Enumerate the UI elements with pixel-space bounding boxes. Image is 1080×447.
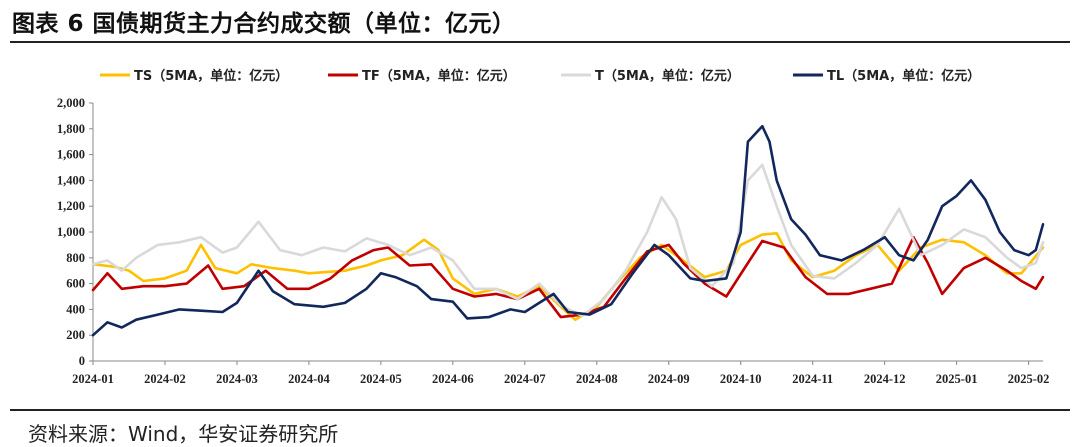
y-tick-label: 800 (66, 251, 85, 265)
x-tick-label: 2024-09 (648, 372, 690, 386)
legend-label-0: TS（5MA，单位：亿元） (134, 68, 288, 84)
x-tick-label: 2024-07 (504, 372, 546, 386)
y-tick-label: 200 (66, 328, 85, 342)
series-line-3 (91, 124, 1045, 337)
x-tick-label: 2024-08 (576, 372, 618, 386)
chart-series (91, 124, 1045, 337)
y-tick-label: 1,800 (57, 122, 85, 136)
x-tick-label: 2024-05 (360, 372, 402, 386)
title-rule (10, 41, 1070, 43)
y-tick-label: 0 (79, 354, 85, 368)
series-line-2 (91, 163, 1045, 318)
x-tick-label: 2024-10 (720, 372, 762, 386)
y-tick-label: 1,200 (57, 199, 85, 213)
y-tick-label: 1,400 (57, 173, 85, 187)
source-note: 资料来源：Wind，华安证券研究所 (28, 422, 339, 446)
x-tick-label: 2024-12 (864, 372, 906, 386)
line-chart: TS（5MA，单位：亿元） TF（5MA，单位：亿元） T（5MA，单位：亿元） TL… (57, 68, 1050, 386)
x-tick-label: 2025-02 (1008, 372, 1050, 386)
legend-label-2: T（5MA，单位：亿元） (595, 68, 740, 84)
legend-label-1: TF（5MA，单位：亿元） (362, 68, 516, 84)
chart-legend: TS（5MA，单位：亿元） TF（5MA，单位：亿元） T（5MA，单位：亿元） TL… (100, 68, 980, 84)
x-tick-label: 2024-04 (288, 372, 330, 386)
series-line-0 (91, 232, 1045, 321)
x-tick-label: 2024-02 (144, 372, 186, 386)
x-tick-label: 2025-01 (936, 372, 978, 386)
y-tick-label: 1,000 (57, 225, 85, 239)
x-tick-label: 2024-03 (216, 372, 258, 386)
y-tick-label: 1,600 (57, 148, 85, 162)
y-tick-label: 2,000 (57, 96, 85, 110)
legend-label-3: TL（5MA，单位：亿元） (827, 68, 980, 84)
source-rule (10, 409, 1070, 411)
x-tick-label: 2024-01 (72, 372, 114, 386)
y-tick-label: 400 (66, 302, 85, 316)
x-tick-label: 2024-11 (792, 372, 833, 386)
chart-axes: 0 200 400 600 800 1,000 1,200 1,400 1,600 1,800 2,… (57, 96, 1050, 386)
y-tick-label: 600 (66, 277, 85, 291)
figure-title: 图表 6 国债期货主力合约成交额（单位：亿元） (12, 11, 516, 37)
x-tick-label: 2024-06 (432, 372, 474, 386)
